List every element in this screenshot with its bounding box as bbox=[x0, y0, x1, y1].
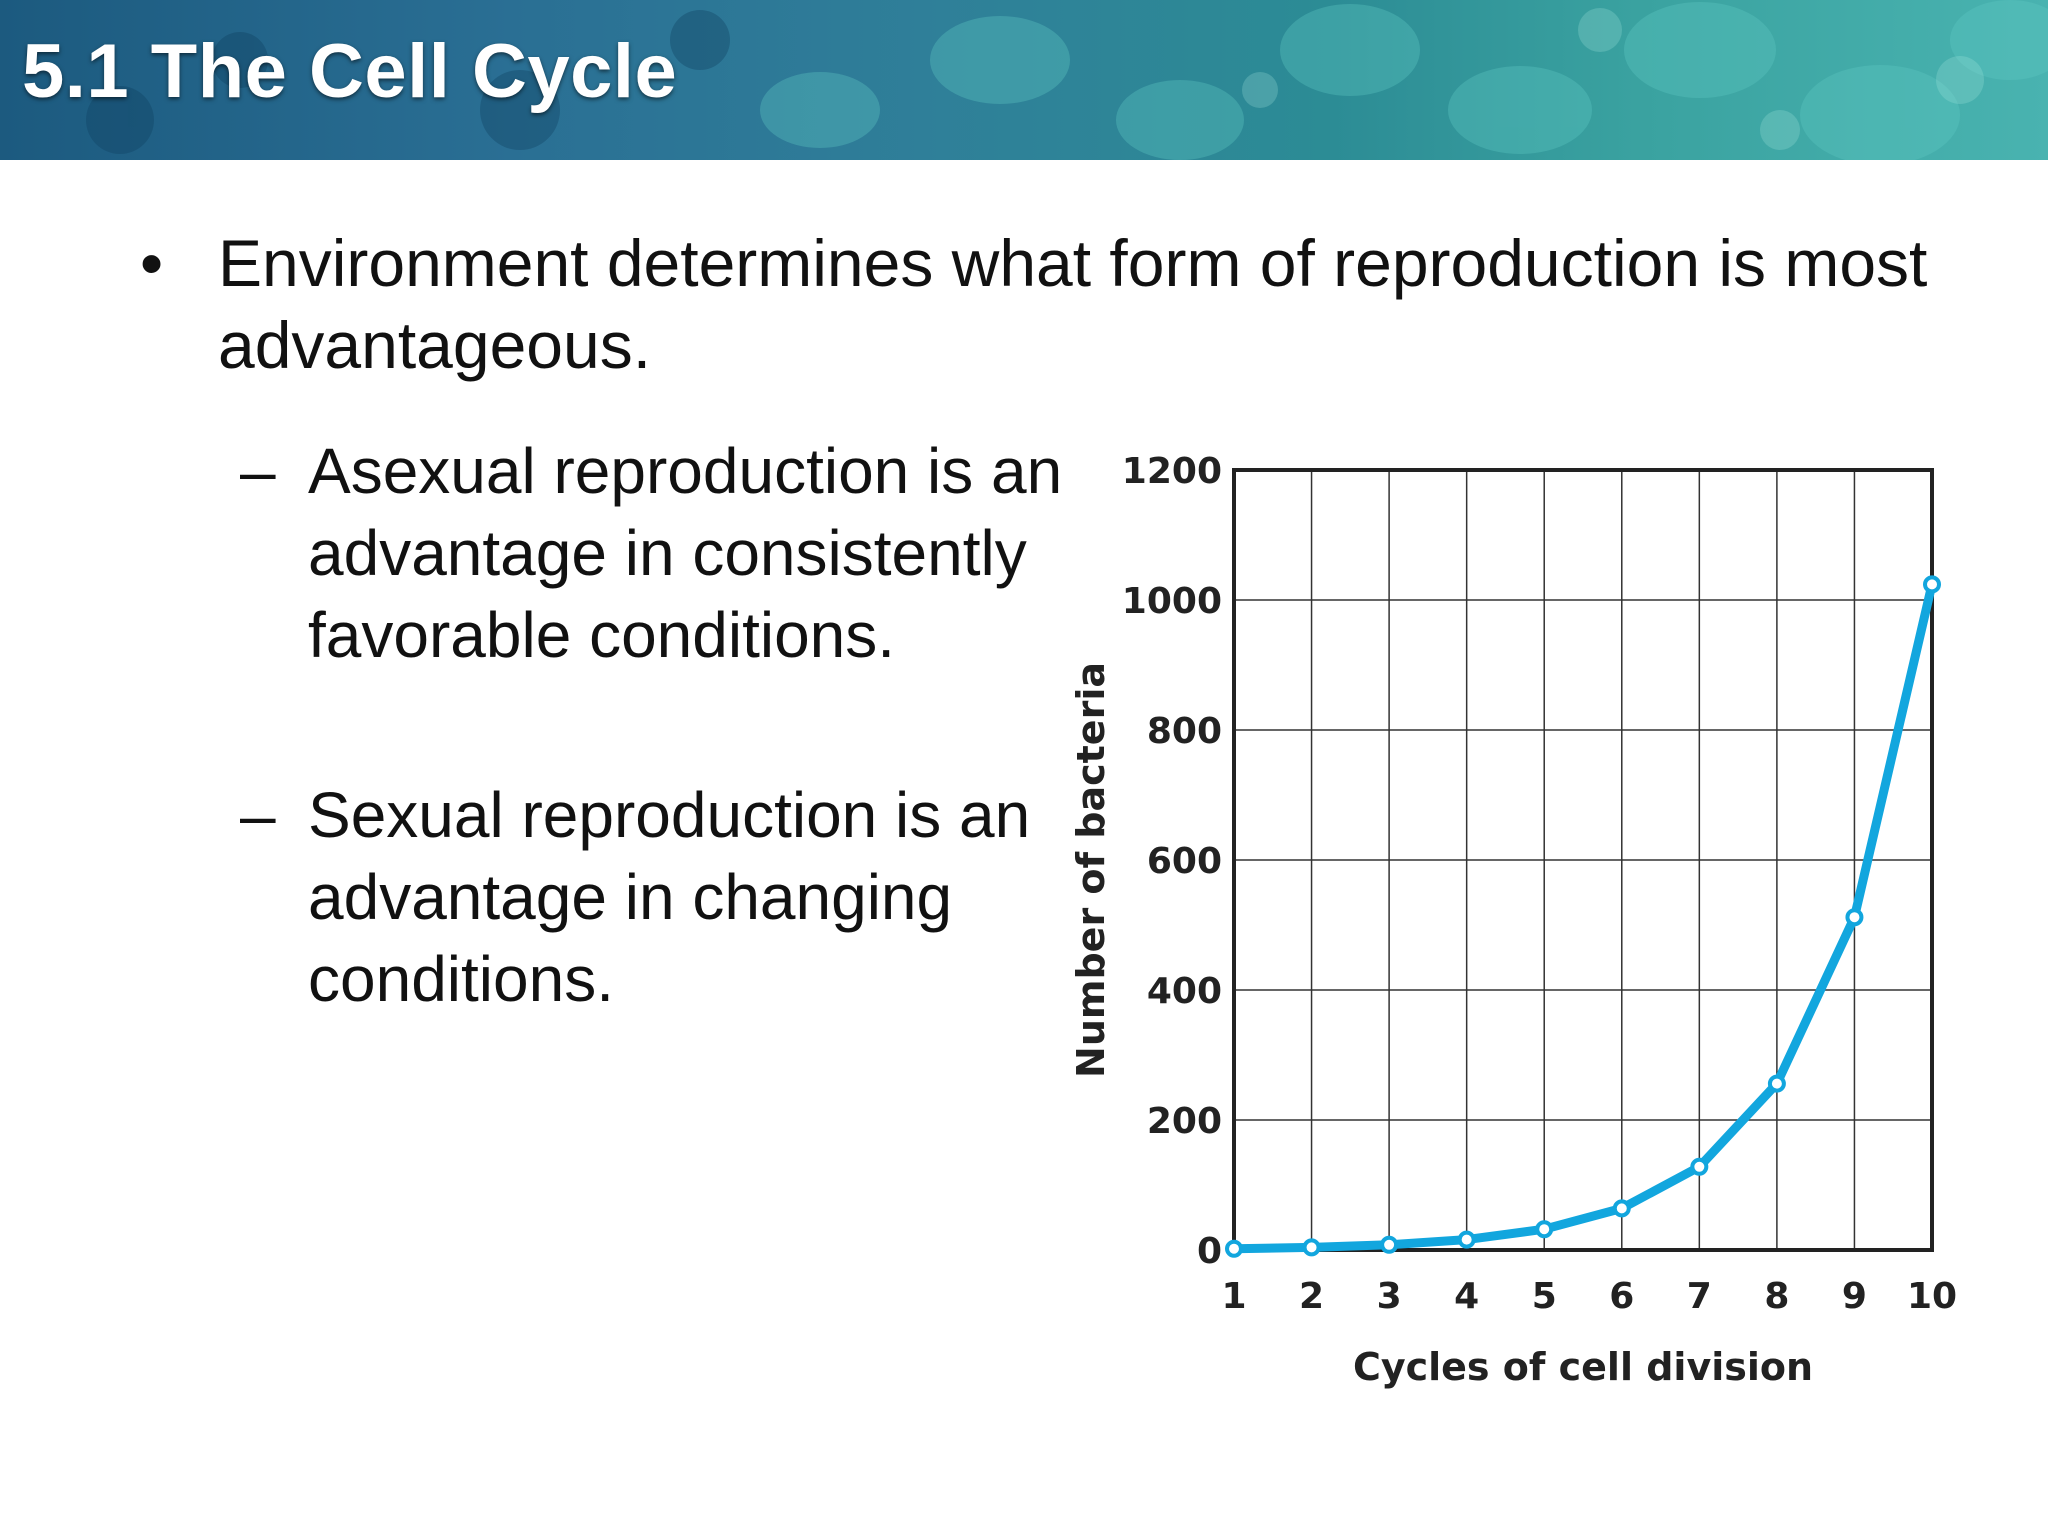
slide-title: 5.1 The Cell Cycle bbox=[22, 29, 678, 114]
x-tick-label: 7 bbox=[1687, 1276, 1712, 1317]
subbullet-text: Sexual reproduction is an advantage in c… bbox=[308, 779, 1031, 1015]
x-tick-label: 8 bbox=[1764, 1276, 1789, 1317]
data-point bbox=[1225, 1239, 1243, 1258]
y-tick-label: 1200 bbox=[1122, 451, 1222, 492]
subbullet-text: Asexual reproduction is an advantage in … bbox=[308, 435, 1063, 671]
data-point bbox=[1302, 1238, 1321, 1257]
chart-series bbox=[1225, 575, 1941, 1258]
y-axis-title: Number of bacteria bbox=[1069, 662, 1113, 1078]
y-tick-label: 200 bbox=[1147, 1101, 1222, 1142]
subbullet-marker: – bbox=[240, 779, 276, 851]
y-tick-label: 0 bbox=[1197, 1231, 1222, 1272]
x-tick-label: 1 bbox=[1221, 1276, 1246, 1317]
x-tick-label: 3 bbox=[1377, 1276, 1402, 1317]
data-point bbox=[1690, 1157, 1709, 1176]
chart-svg: 0 200 400 600 800 1000 1200 1 2 3 4 5 6 7 8 9 10 Number … bbox=[1069, 451, 1957, 1389]
data-point bbox=[1923, 575, 1941, 594]
series-line bbox=[1229, 579, 1937, 1254]
cell-microscopy-background bbox=[86, 0, 2048, 160]
bacteria-growth-chart: 0 200 400 600 800 1000 1200 1 2 3 4 5 6 7 8 9 10 Number … bbox=[1060, 430, 2000, 1410]
x-tick-label: 5 bbox=[1532, 1276, 1557, 1317]
y-tick-label: 800 bbox=[1147, 711, 1222, 752]
x-tick-label: 4 bbox=[1454, 1276, 1479, 1317]
x-tick-label: 2 bbox=[1299, 1276, 1324, 1317]
main-bullet-text: Environment determines what form of repr… bbox=[218, 226, 1928, 382]
data-point bbox=[1612, 1199, 1631, 1218]
chart-frame bbox=[1232, 468, 1934, 1252]
x-tick-label: 6 bbox=[1609, 1276, 1634, 1317]
chart-ticks: 0 200 400 600 800 1000 1200 1 2 3 4 5 6 7 8 9 10 bbox=[1122, 451, 1957, 1317]
x-tick-label: 9 bbox=[1842, 1276, 1867, 1317]
y-tick-label: 600 bbox=[1147, 841, 1222, 882]
bullet-marker: • bbox=[140, 226, 164, 300]
data-point bbox=[1767, 1074, 1786, 1093]
chart-grid bbox=[1233, 469, 1933, 1251]
plot-border bbox=[1232, 468, 1934, 1252]
subbullet-marker: – bbox=[240, 435, 276, 507]
x-tick-label: 10 bbox=[1907, 1276, 1957, 1317]
data-point bbox=[1845, 908, 1864, 927]
y-tick-label: 400 bbox=[1147, 971, 1222, 1012]
data-point bbox=[1380, 1235, 1399, 1254]
y-tick-label: 1000 bbox=[1122, 581, 1222, 622]
slide-header-banner: 5.1 The Cell Cycle bbox=[0, 0, 2048, 160]
data-point bbox=[1457, 1230, 1476, 1249]
data-point bbox=[1535, 1220, 1554, 1239]
x-axis-title: Cycles of cell division bbox=[1353, 1345, 1813, 1389]
